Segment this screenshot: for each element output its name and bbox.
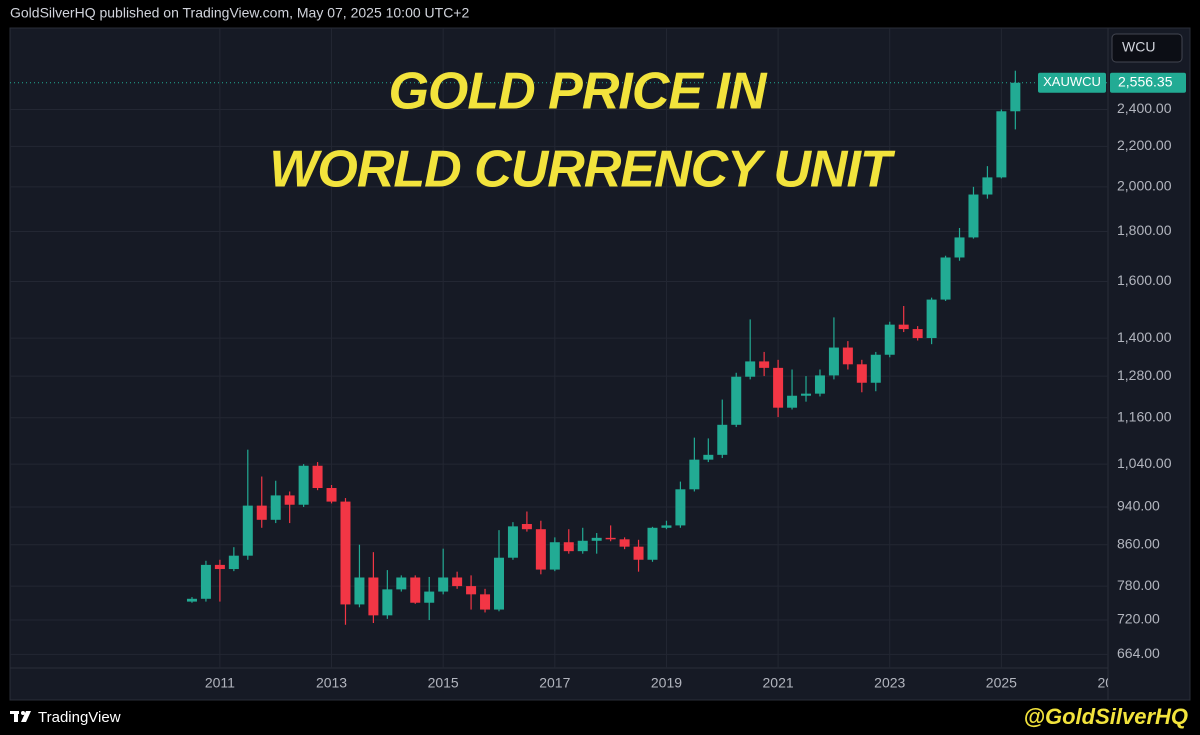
- candle-body: [787, 395, 798, 408]
- candle-body: [1010, 82, 1021, 112]
- candle-body: [368, 577, 379, 616]
- candle-body: [270, 495, 281, 520]
- candle-body: [298, 465, 309, 505]
- candle-body: [228, 555, 239, 570]
- candle-body: [940, 257, 951, 300]
- symbol-label-bg: [1038, 72, 1106, 93]
- candle-body: [842, 347, 853, 365]
- y-tick-label: 1,040.00: [1117, 455, 1172, 471]
- x-tick-label: 2019: [651, 675, 682, 691]
- x-tick-label: 2017: [539, 675, 570, 691]
- candle-body: [898, 324, 909, 330]
- candle-body: [326, 488, 337, 502]
- candle-body: [284, 495, 295, 505]
- candle-body: [968, 194, 979, 238]
- candle-body: [577, 540, 588, 552]
- y-tick-label: 860.00: [1117, 535, 1160, 551]
- author-handle: @GoldSilverHQ: [1024, 704, 1188, 729]
- currency-box[interactable]: [1111, 33, 1183, 63]
- brand-name: TradingView: [38, 709, 121, 726]
- x-tick-label: 2027: [1097, 675, 1128, 691]
- candle-body: [214, 564, 225, 570]
- candle-body: [256, 505, 267, 520]
- candle-body: [507, 526, 518, 558]
- candle-body: [954, 237, 965, 258]
- axes: 664.00 720.00 780.00 860.00 940.00 1,040.00 1,…: [205, 72, 1186, 691]
- candle-body: [605, 537, 616, 540]
- candle-body: [759, 361, 770, 368]
- candle-body: [731, 376, 742, 425]
- candle-body: [591, 537, 602, 541]
- candle-body: [340, 501, 351, 605]
- candle-body: [242, 505, 253, 556]
- y-tick-label: 1,800.00: [1117, 222, 1172, 238]
- y-tick-label: 720.00: [1117, 611, 1160, 627]
- candle-body: [200, 564, 211, 599]
- price-label: 2,556.35: [1118, 73, 1173, 89]
- candle-body: [186, 598, 197, 602]
- candle-body: [828, 347, 839, 376]
- candle-body: [633, 546, 644, 560]
- candle-body: [745, 361, 756, 377]
- candle-body: [856, 364, 867, 383]
- x-tick-label: 2021: [763, 675, 794, 691]
- currency-label[interactable]: WCU: [1122, 39, 1155, 55]
- candle-body: [452, 577, 463, 587]
- header-text: GoldSilverHQ published on TradingView.co…: [10, 5, 469, 21]
- y-tick-label: 2,400.00: [1117, 100, 1172, 116]
- candle-body: [549, 542, 560, 570]
- candle-body: [703, 454, 714, 460]
- candle-body: [312, 465, 323, 489]
- candle-body: [480, 594, 491, 610]
- candle-body: [982, 177, 993, 195]
- candle-body: [647, 527, 658, 560]
- candle-body: [438, 577, 449, 592]
- candle-body: [773, 367, 784, 408]
- candle-body: [814, 375, 825, 394]
- y-tick-label: 2,200.00: [1117, 137, 1172, 153]
- candle-body: [410, 577, 421, 603]
- candle-body: [619, 539, 630, 547]
- candle-body: [535, 529, 546, 570]
- price-label-bg: [1110, 72, 1186, 93]
- chart-title: GOLD PRICE IN: [388, 63, 767, 121]
- candle-body: [884, 324, 895, 355]
- candle-body: [926, 299, 937, 339]
- x-tick-label: 2023: [874, 675, 905, 691]
- tradingview-logo: [10, 711, 31, 722]
- candle-body: [689, 459, 700, 490]
- y-tick-label: 1,160.00: [1117, 409, 1172, 425]
- candle-body: [396, 577, 407, 590]
- candle-body: [912, 329, 923, 339]
- x-tick-label: 2015: [428, 675, 459, 691]
- candle-body: [661, 525, 672, 528]
- candle-body: [382, 589, 393, 616]
- candle-body: [801, 393, 812, 396]
- candle-body: [563, 542, 574, 552]
- candles: [10, 70, 1108, 625]
- y-tick-label: 780.00: [1117, 577, 1160, 593]
- x-tick-label: 2025: [986, 675, 1017, 691]
- candle-body: [466, 586, 477, 595]
- y-tick-label: 1,400.00: [1117, 329, 1172, 345]
- candle-body: [996, 111, 1007, 178]
- candle-body: [870, 354, 881, 383]
- candle-body: [354, 577, 365, 605]
- symbol-label: XAUWCU: [1043, 74, 1101, 89]
- x-tick-label: 2013: [316, 675, 347, 691]
- candle-body: [717, 424, 728, 455]
- x-tick-label: 2011: [205, 675, 235, 691]
- grid: [10, 28, 1108, 668]
- y-tick-label: 2,000.00: [1117, 178, 1172, 194]
- candle-body: [424, 591, 435, 603]
- y-tick-label: 1,280.00: [1117, 367, 1172, 383]
- candle-body: [521, 524, 532, 530]
- y-tick-label: 1,600.00: [1117, 272, 1172, 288]
- candle-body: [675, 489, 686, 526]
- candle-body: [493, 557, 504, 610]
- chart-title: WORLD CURRENCY UNIT: [269, 141, 896, 199]
- y-tick-label: 664.00: [1117, 645, 1160, 661]
- y-tick-label: 940.00: [1117, 498, 1160, 514]
